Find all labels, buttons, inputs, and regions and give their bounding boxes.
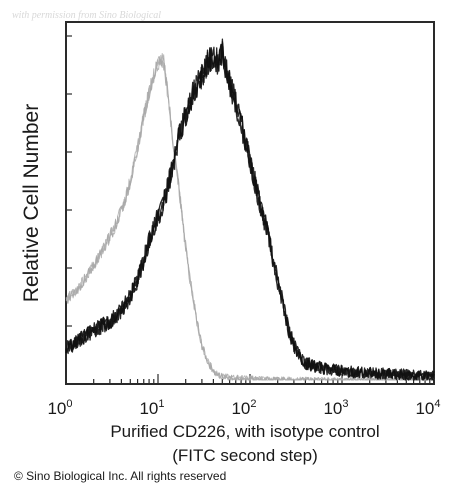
copyright-notice: © Sino Biological Inc. All rights reserv…: [14, 469, 226, 483]
x-tick-labels: 100 101 102 103 104: [47, 398, 440, 418]
x-tick-label: 103: [323, 398, 348, 418]
series-line: [65, 38, 435, 381]
axis-ticks: [65, 35, 435, 384]
x-axis-label-line2: (FITC second step): [172, 446, 318, 465]
x-tick-label: 102: [231, 398, 256, 418]
series-line: [65, 57, 435, 381]
series-line: [65, 57, 435, 381]
plot-area: [65, 21, 435, 385]
x-tick-label: 101: [139, 398, 164, 418]
series-line: [65, 41, 435, 381]
plot-frame: [65, 21, 435, 385]
x-axis-label-line1: Purified CD226, with isotype control: [110, 422, 379, 441]
series-line: [65, 42, 435, 381]
series-layer: [65, 38, 435, 381]
x-tick-label: 100: [47, 398, 72, 418]
y-axis-label: Relative Cell Number: [20, 104, 43, 302]
watermark-text: with permission from Sino Biological: [12, 10, 161, 21]
x-tick-label: 104: [415, 398, 440, 418]
series-line: [66, 52, 435, 381]
